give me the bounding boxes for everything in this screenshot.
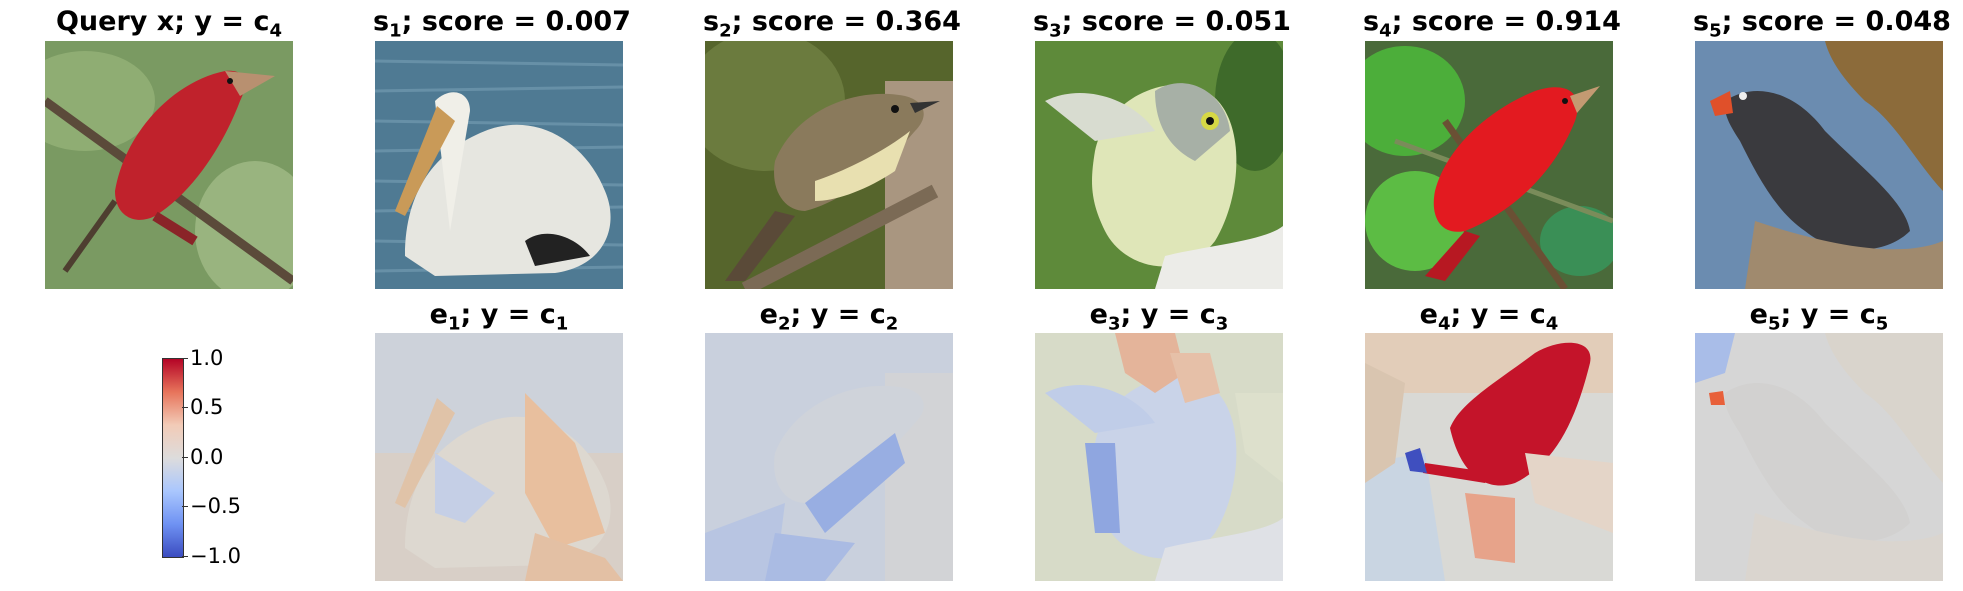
s4-image: [1365, 41, 1613, 289]
e2-map: [705, 333, 953, 581]
colorbar-tick: [182, 407, 188, 408]
title-e5: e5; y = c5: [1749, 299, 1889, 335]
e5-map: [1695, 333, 1943, 581]
s5-image: [1695, 41, 1943, 289]
colorbar-tick-label: 0.0: [190, 445, 224, 469]
colorbar-tick-label: −0.5: [190, 494, 241, 518]
s3-image: [1035, 41, 1283, 289]
colorbar-gradient: [162, 358, 184, 558]
colorbar-tick-label: 1.0: [190, 346, 224, 370]
colorbar-tick: [182, 358, 188, 359]
colorbar-tick: [182, 556, 188, 557]
title-s4: s4; score = 0.914: [1363, 6, 1621, 42]
title-e3: e3; y = c3: [1089, 299, 1229, 335]
title-s3: s3; score = 0.051: [1033, 6, 1291, 42]
e3-map: [1035, 333, 1283, 581]
title-query: Query x; y = c4: [55, 6, 282, 42]
title-s5: s5; score = 0.048: [1693, 6, 1951, 42]
e4-map: [1365, 333, 1613, 581]
query-image: [45, 41, 293, 289]
e1-map: [375, 333, 623, 581]
title-s1: s1; score = 0.007: [373, 6, 631, 42]
colorbar-tick: [182, 506, 188, 507]
colorbar-tick-label: 0.5: [190, 395, 224, 419]
s1-image: [375, 41, 623, 289]
title-e4: e4; y = c4: [1419, 299, 1559, 335]
s2-image: [705, 41, 953, 289]
title-e1: e1; y = c1: [429, 299, 569, 335]
colorbar-tick-label: −1.0: [190, 544, 241, 568]
title-s2: s2; score = 0.364: [703, 6, 961, 42]
title-e2: e2; y = c2: [759, 299, 899, 335]
colorbar-tick: [182, 457, 188, 458]
